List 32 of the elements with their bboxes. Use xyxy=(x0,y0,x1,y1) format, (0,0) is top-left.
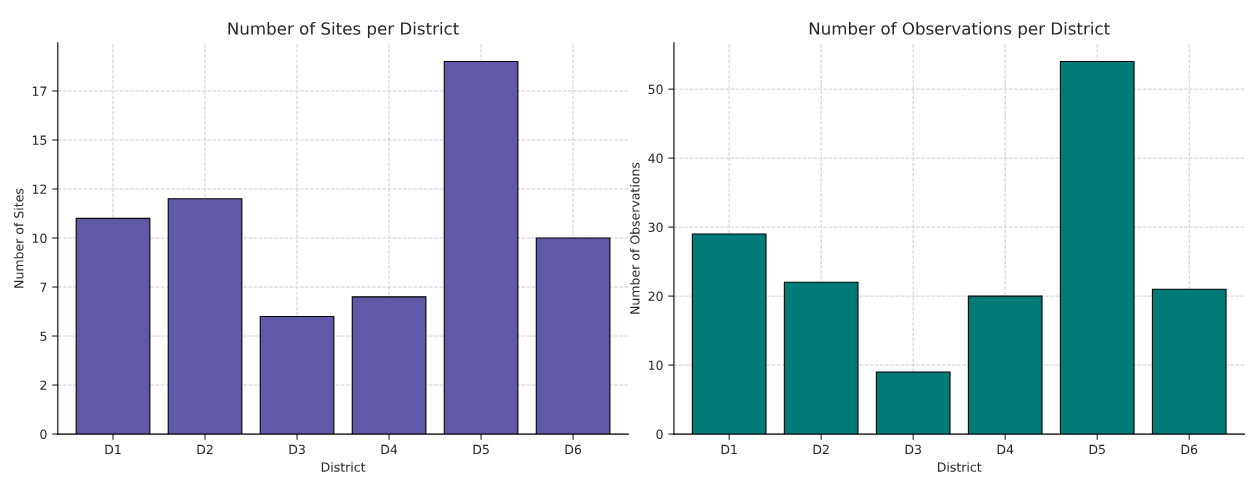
y-tick-label: 10 xyxy=(649,360,663,371)
x-tick-label: D5 xyxy=(1089,444,1105,455)
y-tick-label: 2 xyxy=(40,380,47,390)
x-tick-label: D6 xyxy=(565,444,582,455)
y-tick-label: 40 xyxy=(648,153,663,164)
x-tick-label: D6 xyxy=(1181,444,1198,455)
x-tick-label: D4 xyxy=(997,444,1014,454)
y-tick-label: 5 xyxy=(40,331,47,341)
y-tick-label: 0 xyxy=(40,429,47,439)
chart-title: Number of Observations per District xyxy=(809,21,1110,39)
y-axis-title: Number of Sites xyxy=(13,188,24,288)
y-tick-label: 20 xyxy=(648,291,663,302)
y-tick-label: 15 xyxy=(32,135,47,145)
x-tick-label: D3 xyxy=(289,444,305,455)
x-tick-label: D5 xyxy=(473,444,489,455)
x-axis-title: District xyxy=(937,462,982,472)
x-tick-label: D2 xyxy=(197,444,213,454)
y-tick-label: 12 xyxy=(32,184,47,194)
y-axis-title: Number of Observations xyxy=(629,162,640,314)
y-tick-label: 17 xyxy=(32,86,47,96)
y-tick-label: 50 xyxy=(648,84,663,95)
y-tick-label: 7 xyxy=(40,282,47,292)
y-tick-label: 10 xyxy=(32,233,47,243)
x-tick-label: D1 xyxy=(105,444,121,454)
x-tick-label: D2 xyxy=(813,444,829,454)
x-tick-label: D4 xyxy=(381,444,398,454)
y-tick-label: 30 xyxy=(648,222,663,233)
y-tick-label: 0 xyxy=(656,429,663,439)
x-tick-label: D1 xyxy=(721,444,737,454)
x-axis-title: District xyxy=(321,462,366,472)
x-tick-label: D3 xyxy=(905,444,921,455)
chart-title: Number of Sites per District xyxy=(228,21,459,39)
